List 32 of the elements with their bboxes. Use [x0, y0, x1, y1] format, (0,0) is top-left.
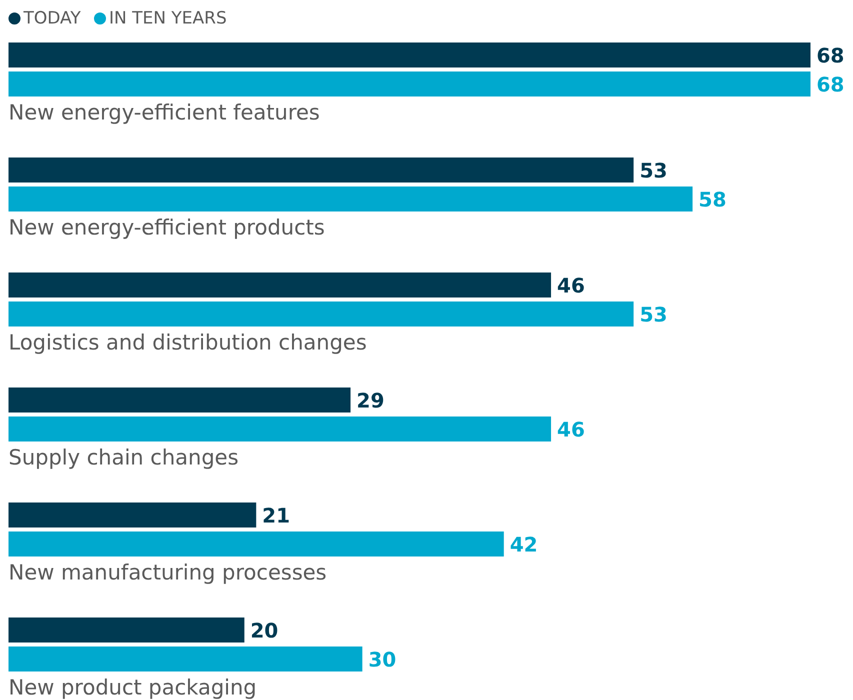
data-label: 20 — [250, 618, 278, 642]
bar — [8, 42, 810, 68]
data-label: 30 — [368, 648, 396, 672]
data-label: 29 — [356, 388, 384, 412]
bar — [8, 186, 693, 212]
bar — [8, 532, 504, 556]
data-label: 68 — [816, 44, 844, 68]
y-tick-label: Logistics and distribution changes — [8, 330, 367, 354]
data-label: 58 — [698, 188, 726, 212]
data-label: 53 — [640, 302, 668, 326]
bar — [8, 302, 634, 326]
bar — [8, 72, 810, 96]
bar — [8, 416, 552, 442]
data-label: 42 — [510, 532, 538, 556]
legend-label: TODAY — [22, 8, 82, 28]
data-label: 46 — [557, 274, 585, 298]
data-label: 53 — [640, 158, 668, 182]
y-tick-label: Supply chain changes — [8, 446, 239, 470]
y-tick-label: New product packaging — [8, 676, 257, 700]
bar — [8, 646, 362, 672]
y-tick-label: New manufacturing processes — [8, 560, 327, 584]
bar — [8, 502, 256, 528]
bar — [8, 388, 351, 412]
data-label: 68 — [816, 72, 844, 96]
data-label: 46 — [557, 418, 585, 442]
y-tick-label: New energy-efficient products — [8, 216, 325, 240]
data-label: 21 — [262, 504, 290, 528]
y-tick-label: New energy-efficient features — [8, 100, 320, 124]
bar — [8, 272, 552, 298]
bar — [8, 618, 244, 642]
legend-label: IN TEN YEARS — [109, 8, 227, 28]
bar — [8, 158, 634, 182]
